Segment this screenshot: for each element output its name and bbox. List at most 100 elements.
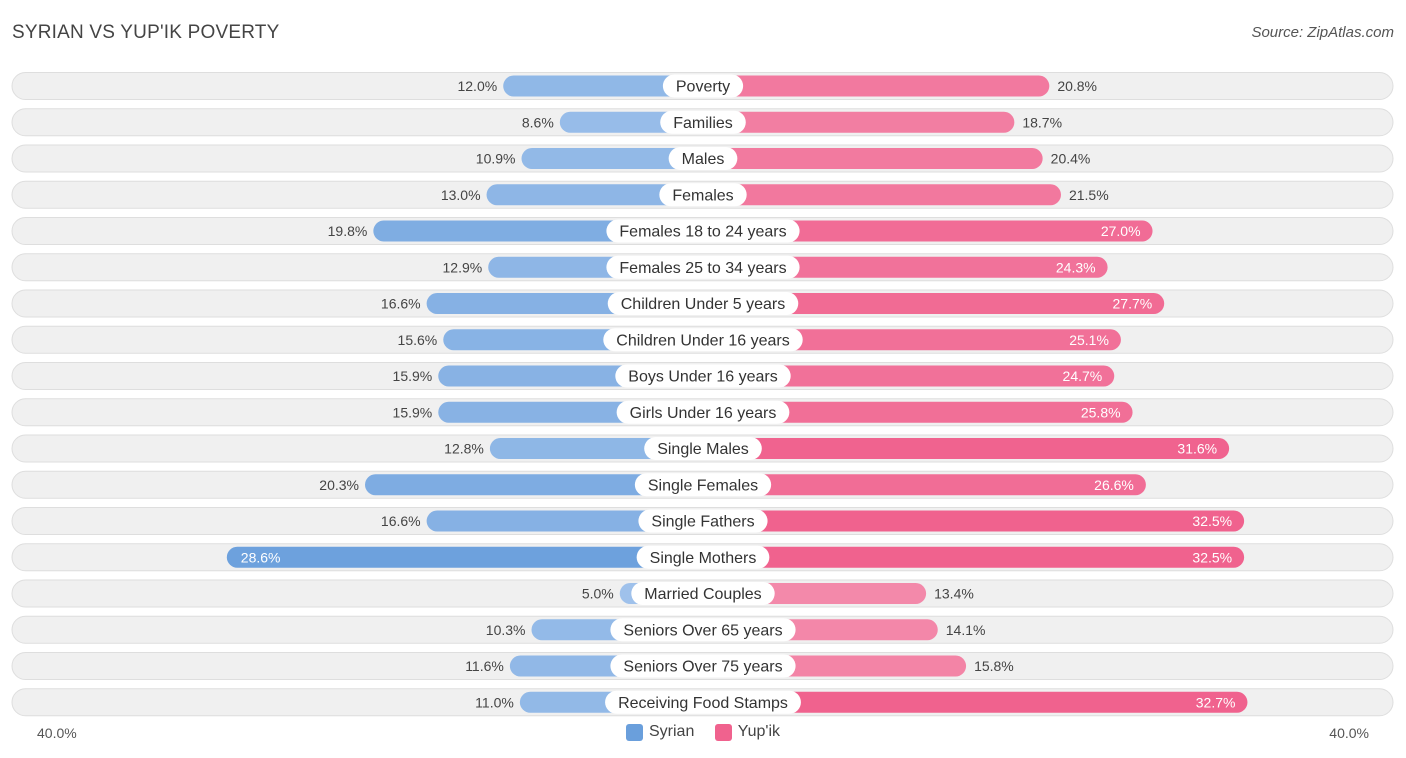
- category-pill: [660, 110, 746, 134]
- bar-syrian: [426, 510, 703, 532]
- category-label: Females 18 to 24 years: [619, 224, 786, 241]
- category-pill: [659, 183, 747, 207]
- category-pill: [603, 328, 803, 352]
- value-label-yupik: 26.6%: [1094, 477, 1134, 493]
- chart-row: 20.3% 26.6% Single Females: [11, 470, 1394, 499]
- value-label-syrian: 12.8%: [444, 441, 484, 457]
- category-pill: [638, 509, 768, 533]
- chart-row: 11.0% 32.7% Receiving Food Stamps: [11, 688, 1394, 717]
- category-pill: [610, 654, 796, 678]
- chart-row: 28.6% 32.5% Single Mothers: [11, 543, 1394, 572]
- category-pill: [607, 292, 799, 315]
- category-label: Seniors Over 65 years: [623, 622, 782, 639]
- category-pill: [616, 400, 790, 424]
- category-label: Poverty: [676, 79, 730, 96]
- bar-yupik: [703, 184, 1061, 206]
- category-pill: [606, 219, 800, 243]
- category-label: Receiving Food Stamps: [618, 695, 788, 712]
- chart-row: 19.8% 27.0% Females 18 to 24 years: [11, 217, 1394, 245]
- value-label-yupik: 25.1%: [1069, 332, 1109, 348]
- value-label-syrian: 19.8%: [328, 223, 368, 239]
- category-label: Single Males: [657, 441, 749, 458]
- value-label-yupik: 14.1%: [946, 622, 986, 638]
- category-pill: [610, 618, 796, 642]
- category-pill: [606, 255, 800, 279]
- value-label-yupik: 18.7%: [1022, 114, 1062, 130]
- value-label-syrian: 10.9%: [476, 151, 516, 167]
- category-pill: [631, 582, 775, 605]
- value-label-syrian: 11.6%: [465, 658, 504, 674]
- value-label-syrian: 13.0%: [441, 187, 481, 203]
- value-label-yupik: 20.4%: [1051, 151, 1091, 167]
- bar-yupik: [703, 365, 1115, 387]
- bar-yupik: [703, 148, 1043, 169]
- bar-yupik: [703, 691, 1248, 713]
- value-label-syrian: 10.3%: [486, 622, 526, 638]
- value-label-yupik: 32.5%: [1192, 549, 1232, 565]
- value-label-yupik: 21.5%: [1069, 187, 1109, 203]
- chart-row: 12.8% 31.6% Single Males: [11, 434, 1394, 463]
- chart-row: 10.3% 14.1% Seniors Over 65 years: [11, 615, 1394, 644]
- value-label-syrian: 11.0%: [475, 694, 514, 710]
- category-pill: [605, 690, 801, 714]
- legend-item-yupik[interactable]: Yup'ik: [714, 723, 780, 741]
- bar-yupik: [703, 546, 1245, 568]
- value-label-syrian: 20.3%: [319, 477, 359, 493]
- bar-yupik: [703, 438, 1230, 459]
- chart-row: 13.0% 21.5% Females: [11, 180, 1394, 209]
- bar-syrian: [521, 148, 703, 169]
- bar-syrian: [503, 75, 703, 97]
- value-label-yupik: 15.8%: [974, 658, 1014, 674]
- value-label-syrian: 12.9%: [443, 259, 483, 275]
- value-label-syrian: 8.6%: [522, 114, 554, 130]
- category-pill: [644, 437, 762, 460]
- bar-yupik: [703, 256, 1108, 278]
- bar-yupik: [703, 220, 1153, 242]
- category-label: Girls Under 16 years: [630, 405, 777, 422]
- value-label-syrian: 16.6%: [381, 513, 421, 529]
- value-label-yupik: 27.7%: [1113, 296, 1153, 312]
- legend: Syrian Yup'ik: [0, 723, 1406, 746]
- bar-yupik: [703, 401, 1133, 423]
- value-label-yupik: 13.4%: [934, 586, 974, 602]
- category-label: Seniors Over 75 years: [623, 659, 782, 676]
- value-label-syrian: 15.9%: [393, 368, 433, 384]
- category-pill: [615, 364, 791, 388]
- category-label: Children Under 16 years: [616, 332, 789, 349]
- value-label-syrian: 5.0%: [582, 586, 614, 602]
- bar-yupik: [703, 111, 1015, 133]
- legend-swatch-syrian: [625, 723, 643, 741]
- value-label-yupik: 20.8%: [1057, 78, 1097, 94]
- category-label: Children Under 5 years: [621, 296, 786, 313]
- value-label-yupik: 32.5%: [1192, 513, 1232, 529]
- bar-yupik: [703, 75, 1050, 97]
- chart-row: 12.0% 20.8% Poverty: [11, 72, 1394, 100]
- chart-row: 15.9% 24.7% Boys Under 16 years: [11, 362, 1394, 390]
- value-label-syrian: 15.9%: [393, 404, 433, 420]
- chart-row: 15.9% 25.8% Girls Under 16 years: [11, 398, 1394, 427]
- chart-row: 16.6% 27.7% Children Under 5 years: [11, 289, 1394, 318]
- value-label-yupik: 24.7%: [1063, 368, 1103, 384]
- value-label-syrian: 15.6%: [398, 332, 438, 348]
- category-label: Boys Under 16 years: [628, 369, 777, 386]
- legend-swatch-yupik: [714, 723, 732, 741]
- legend-item-syrian[interactable]: Syrian: [625, 723, 695, 741]
- value-label-syrian: 12.0%: [457, 78, 497, 94]
- value-label-yupik: 31.6%: [1177, 441, 1217, 457]
- value-label-yupik: 24.3%: [1056, 259, 1096, 275]
- category-label: Males: [682, 151, 725, 168]
- category-pill: [668, 147, 738, 170]
- category-pill: [662, 74, 744, 98]
- chart-row: 11.6% 15.8% Seniors Over 75 years: [11, 652, 1394, 680]
- chart-row: 15.6% 25.1% Children Under 16 years: [11, 325, 1394, 354]
- legend-label-syrian: Syrian: [648, 723, 695, 740]
- bar-syrian: [226, 546, 703, 568]
- category-label: Single Mothers: [650, 550, 757, 567]
- source-label: Source: ZipAtlas.com: [1251, 24, 1394, 41]
- chart-row: 12.9% 24.3% Females 25 to 34 years: [11, 253, 1394, 282]
- chart-row: 5.0% 13.4% Married Couples: [11, 579, 1394, 608]
- axis-left-label: 40.0%: [37, 725, 77, 741]
- value-label-syrian: 16.6%: [381, 296, 421, 312]
- bar-yupik: [703, 510, 1245, 532]
- category-pill: [634, 473, 772, 497]
